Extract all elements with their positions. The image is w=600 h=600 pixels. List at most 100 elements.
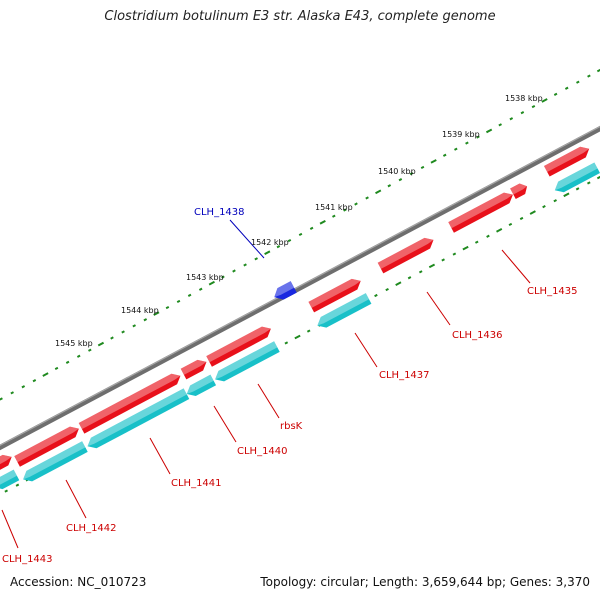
outer-tick-mark	[354, 202, 358, 206]
leader-clh-1441	[149, 437, 171, 475]
gene-reverse-6-body	[23, 441, 88, 482]
inner-tick-mark	[395, 281, 402, 286]
outer-tick-mark	[176, 299, 181, 304]
gene-reverse-5-body	[87, 388, 190, 449]
gene-label-clh-1438[interactable]: CLH_1438	[194, 207, 245, 218]
outer-tick-mark	[165, 305, 170, 310]
inner-tick-mark	[428, 263, 436, 269]
tick-label-1539-kbp: 1539 kbp	[442, 130, 480, 139]
gene-clh-1443[interactable]	[0, 452, 15, 473]
outer-tick-mark	[208, 280, 215, 286]
outer-tick-mark	[365, 196, 369, 200]
outer-tick-mark	[343, 208, 347, 212]
outer-tick-mark	[509, 117, 514, 121]
outer-tick-mark	[332, 214, 336, 218]
gene-clh-1436[interactable]	[377, 235, 437, 274]
gene-clh-1437-body	[308, 278, 361, 313]
gene-clh-1443-shade	[0, 454, 12, 468]
gene-rbsk[interactable]	[206, 323, 273, 367]
gene-clh-1435a[interactable]	[543, 143, 592, 177]
outer-tick-mark	[430, 159, 437, 164]
gene-reverse-5-shade	[87, 388, 187, 447]
gene-reverse-4-body	[186, 374, 217, 397]
gene-label-layer: CLH_1438 CLH_1435 CLH_1436 CLH_1437 rbsK…	[2, 207, 578, 565]
gene-clh-1438-shade	[274, 281, 295, 298]
gene-label-clh-1442[interactable]: CLH_1442	[66, 523, 117, 534]
gene-label-clh-1441[interactable]: CLH_1441	[171, 478, 222, 489]
gene-reverse-3[interactable]	[212, 341, 280, 384]
tick-label-1544-kbp: 1544 kbp	[121, 306, 159, 315]
gene-clh-1440[interactable]	[180, 357, 210, 380]
gene-clh-1438[interactable]	[271, 281, 297, 303]
inner-tick-mark	[452, 252, 457, 256]
gene-label-clh-1440[interactable]: CLH_1440	[237, 446, 288, 457]
accession-text: Accession: NC_010723	[10, 575, 147, 589]
tick-label-1545-kbp: 1545 kbp	[55, 339, 93, 348]
inner-tick-mark	[542, 205, 546, 209]
outer-tick-mark	[254, 257, 258, 261]
outer-tick-mark	[132, 324, 136, 328]
gene-clh-1438-body	[274, 281, 297, 300]
gene-reverse-7[interactable]	[0, 469, 20, 493]
outer-tick-mark	[596, 67, 600, 73]
inner-tick-mark	[486, 234, 490, 238]
tick-label-1540-kbp: 1540 kbp	[378, 167, 416, 176]
outer-tick-mark	[221, 275, 225, 279]
outer-tick-mark	[375, 189, 382, 195]
gene-clh-1442[interactable]	[14, 423, 81, 467]
tick-label-1538-kbp: 1538 kbp	[505, 94, 543, 103]
inner-tick-mark	[441, 258, 445, 262]
gene-clh-1435b-shade	[510, 183, 528, 195]
gene-label-clh-1443[interactable]: CLH_1443	[2, 554, 53, 565]
gene-clh-1436-body	[377, 237, 434, 274]
inner-tick-mark	[596, 174, 600, 180]
gene-reverse-2[interactable]	[315, 293, 372, 331]
backbone-highlight	[0, 125, 600, 447]
inner-tick-track	[4, 174, 600, 493]
gene-label-clh-1437[interactable]: CLH_1437	[379, 370, 430, 381]
outer-tick-mark	[121, 330, 125, 334]
outer-tick-track	[0, 67, 600, 401]
gene-reverse-6[interactable]	[20, 441, 88, 484]
outer-tick-mark	[232, 269, 236, 273]
inner-tick-mark	[553, 199, 557, 203]
outer-tick-mark	[454, 147, 458, 151]
tick-label-layer: 1538 kbp 1539 kbp 1540 kbp 1541 kbp 1542…	[55, 94, 543, 348]
gene-clh-1443-body	[0, 454, 12, 473]
gene-clh-1442-body	[14, 426, 79, 467]
gene-clh-1435a-body	[543, 146, 590, 177]
genome-backbone	[0, 125, 600, 451]
outer-tick-mark	[587, 74, 591, 78]
gene-clh-1435b[interactable]	[510, 181, 530, 200]
outer-tick-mark	[465, 141, 469, 145]
genome-title: Clostridium botulinum E3 str. Alaska E43…	[104, 9, 496, 24]
outer-tick-mark	[10, 391, 14, 395]
gene-clh-1437[interactable]	[308, 276, 363, 313]
gene-clh-1441[interactable]	[78, 370, 184, 434]
outer-tick-mark	[531, 104, 536, 109]
inner-tick-mark	[496, 228, 503, 233]
leader-clh-1442	[65, 479, 87, 519]
inner-tick-mark	[529, 210, 536, 215]
gene-rbsk-shade	[206, 326, 271, 363]
genome-summary-text: Topology: circular; Length: 3,659,644 bp…	[260, 575, 590, 589]
tick-label-1541-kbp: 1541 kbp	[315, 203, 353, 212]
inner-tick-mark	[508, 222, 513, 226]
gene-reverse-1[interactable]	[552, 162, 600, 195]
gene-clh-1441-shade	[78, 373, 181, 430]
gene-clh-1435[interactable]	[448, 189, 515, 233]
outer-tick-mark	[88, 348, 92, 352]
inner-tick-mark	[4, 489, 8, 493]
outer-tick-mark	[143, 318, 148, 322]
gene-reverse-5[interactable]	[85, 388, 190, 451]
outer-tick-mark	[32, 379, 37, 383]
outer-tick-mark	[564, 86, 569, 90]
tick-label-1543-kbp: 1543 kbp	[186, 273, 224, 282]
gene-label-rbsk[interactable]: rbsK	[280, 421, 303, 432]
gene-clh-1435a-shade	[543, 146, 590, 173]
inner-tick-mark	[474, 240, 479, 244]
gene-reverse-4[interactable]	[184, 374, 217, 400]
gene-label-clh-1435[interactable]: CLH_1435	[527, 286, 578, 297]
gene-label-clh-1436[interactable]: CLH_1436	[452, 330, 503, 341]
